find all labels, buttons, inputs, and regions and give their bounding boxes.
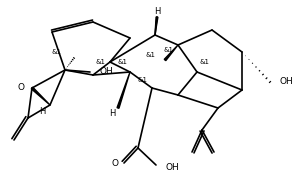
Text: O: O (18, 83, 25, 93)
Text: OH: OH (165, 163, 179, 171)
Text: &1: &1 (117, 59, 127, 65)
Text: &1: &1 (138, 77, 148, 83)
Text: &1: &1 (52, 49, 62, 55)
Text: &1: &1 (95, 59, 105, 65)
Text: H: H (39, 108, 45, 116)
Text: H: H (109, 109, 115, 119)
Polygon shape (155, 17, 158, 35)
Text: OH: OH (280, 77, 294, 87)
Text: OH: OH (99, 67, 113, 77)
Polygon shape (117, 72, 130, 108)
Polygon shape (164, 45, 178, 61)
Text: H: H (154, 7, 160, 17)
Polygon shape (31, 87, 50, 105)
Text: &1: &1 (145, 52, 155, 58)
Text: &1: &1 (200, 59, 210, 65)
Text: &1: &1 (163, 47, 173, 53)
Text: O: O (111, 158, 118, 167)
